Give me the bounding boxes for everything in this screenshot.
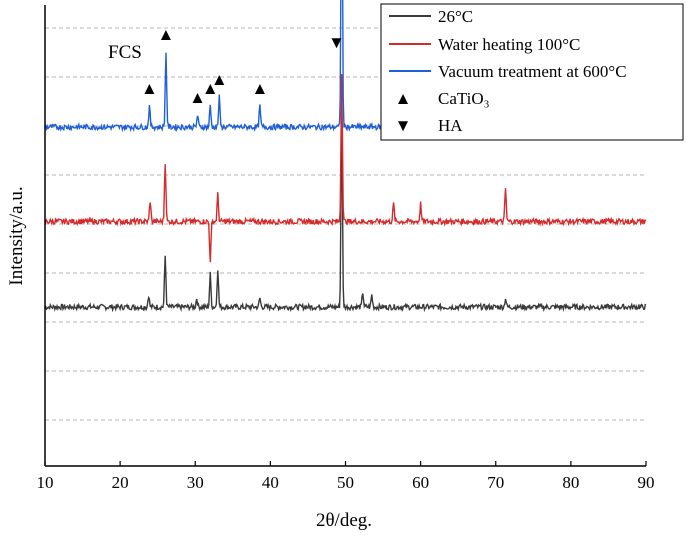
x-tick-label-20: 20 (112, 473, 129, 492)
marker-catio3-2: ▲ (189, 88, 206, 107)
axes: 10 20 30 40 50 60 70 80 90 (37, 5, 655, 492)
legend-box (380, 3, 684, 141)
x-tick-label-30: 30 (187, 473, 204, 492)
x-tick-label-70: 70 (487, 473, 504, 492)
legend-label-ha: HA (438, 116, 463, 135)
legend-label-26c: 26°C (438, 7, 473, 26)
marker-catio3-5: ▲ (251, 79, 268, 98)
x-tick-label-10: 10 (37, 473, 54, 492)
x-tick-label-60: 60 (412, 473, 429, 492)
marker-catio3-3: ▲ (202, 79, 219, 98)
marker-catio3-4: ▲ (211, 70, 228, 89)
y-axis-title: Intensity/a.u. (6, 186, 27, 285)
x-tick-label-40: 40 (262, 473, 279, 492)
x-tick-label-80: 80 (562, 473, 579, 492)
legend: 26°C Water heating 100°C Vacuum treatmen… (380, 3, 684, 141)
x-axis-title: 2θ/deg. (316, 510, 372, 531)
legend-label-catio3: CaTiO₃ (438, 89, 490, 108)
marker-catio3-1: ▲ (158, 25, 175, 44)
x-tick-label-90: 90 (638, 473, 655, 492)
legend-symbol-ha: ▼ (395, 116, 412, 135)
x-tick-label-50: 50 (337, 473, 354, 492)
legend-label-vacuum: Vacuum treatment at 600°C (438, 62, 627, 81)
legend-symbol-catio3: ▲ (395, 89, 412, 108)
series-line-1 (44, 74, 647, 263)
legend-label-water-heating: Water heating 100°C (438, 35, 580, 54)
marker-catio3-0: ▲ (141, 79, 158, 98)
sample-annotation: FCS (108, 42, 142, 63)
series-line-0 (44, 104, 647, 313)
marker-ha-0: ▼ (328, 33, 345, 52)
